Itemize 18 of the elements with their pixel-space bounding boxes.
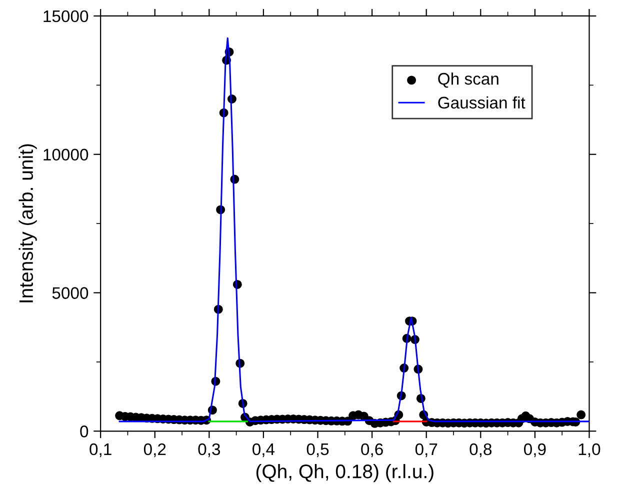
y-tick-label: 0 <box>80 426 88 438</box>
legend-label: Gaussian fit <box>438 96 526 109</box>
x-tick-label: 0,5 <box>306 443 329 458</box>
x-tick-label: 0,1 <box>90 443 112 458</box>
x-tick-label: 0,7 <box>415 443 438 458</box>
y-axis-title: Intensity (arb. unit) <box>18 144 37 302</box>
x-tick-label: 0,2 <box>144 443 166 458</box>
y-tick-label: 15000 <box>44 10 88 22</box>
legend-label: Qh scan <box>438 72 498 88</box>
x-tick-label: 0,6 <box>361 443 383 458</box>
x-tick-label: 0,8 <box>470 443 492 458</box>
x-tick-label: 0,3 <box>198 443 220 458</box>
x-tick-label: 0,9 <box>524 443 546 458</box>
x-axis-title: (Qh, Qh, 0.18) (r.l.u.) <box>256 464 434 482</box>
x-tick-label: 1,0 <box>578 443 600 458</box>
y-tick-label: 10000 <box>44 148 88 161</box>
x-tick-label: 0,4 <box>252 443 275 458</box>
y-tick-label: 5000 <box>52 287 88 299</box>
